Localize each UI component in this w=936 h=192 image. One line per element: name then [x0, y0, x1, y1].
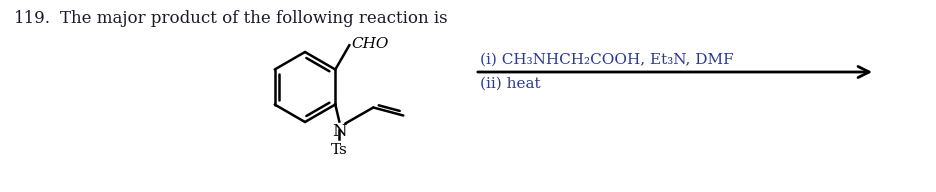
Text: Ts: Ts	[331, 142, 347, 156]
Text: The major product of the following reaction is: The major product of the following react…	[60, 10, 447, 27]
Text: (i) CH₃NHCH₂COOH, Et₃N, DMF: (i) CH₃NHCH₂COOH, Et₃N, DMF	[480, 53, 734, 67]
Text: 119.: 119.	[14, 10, 51, 27]
Text: N: N	[332, 123, 346, 141]
Text: (ii) heat: (ii) heat	[480, 77, 541, 91]
Text: CHO: CHO	[351, 37, 388, 51]
